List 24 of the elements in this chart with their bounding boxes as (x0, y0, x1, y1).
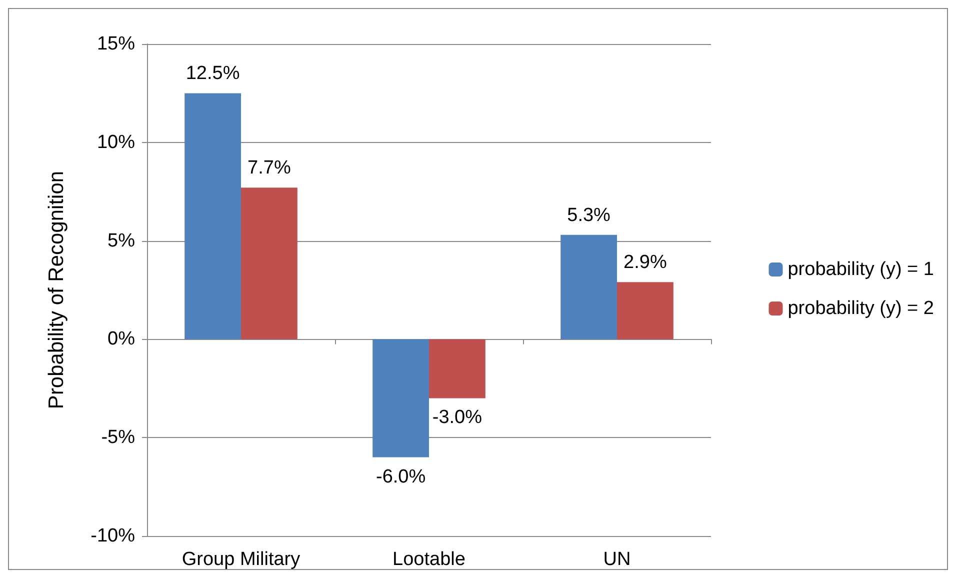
bar (429, 339, 486, 398)
y-tick-label: 5% (108, 230, 136, 252)
y-tick-label: -10% (90, 526, 136, 546)
x-tick-label: UN (603, 549, 631, 570)
bar (184, 93, 241, 340)
data-label: -6.0% (376, 466, 426, 488)
y-tick-label: 10% (96, 132, 136, 153)
x-tick-label: Lootable (392, 549, 466, 570)
data-label: 5.3% (567, 204, 611, 226)
data-label: 2.9% (624, 252, 667, 274)
y-axis-title: Probability of Recognition (45, 170, 68, 410)
data-label: 12.5% (186, 63, 240, 84)
data-label: 7.7% (248, 158, 291, 179)
bar (372, 339, 429, 458)
legend-label: probability (y) = 2 (788, 298, 934, 319)
x-tick-label: Group Military (182, 549, 301, 570)
bar (560, 234, 617, 340)
y-tick-label: 0% (108, 328, 136, 350)
legend-label: probability (y) = 1 (788, 259, 934, 280)
data-label: -3.0% (432, 407, 482, 428)
y-tick-label: 15% (96, 34, 136, 54)
bar (241, 188, 298, 340)
bar (617, 282, 674, 340)
y-tick-label: -5% (101, 427, 136, 448)
